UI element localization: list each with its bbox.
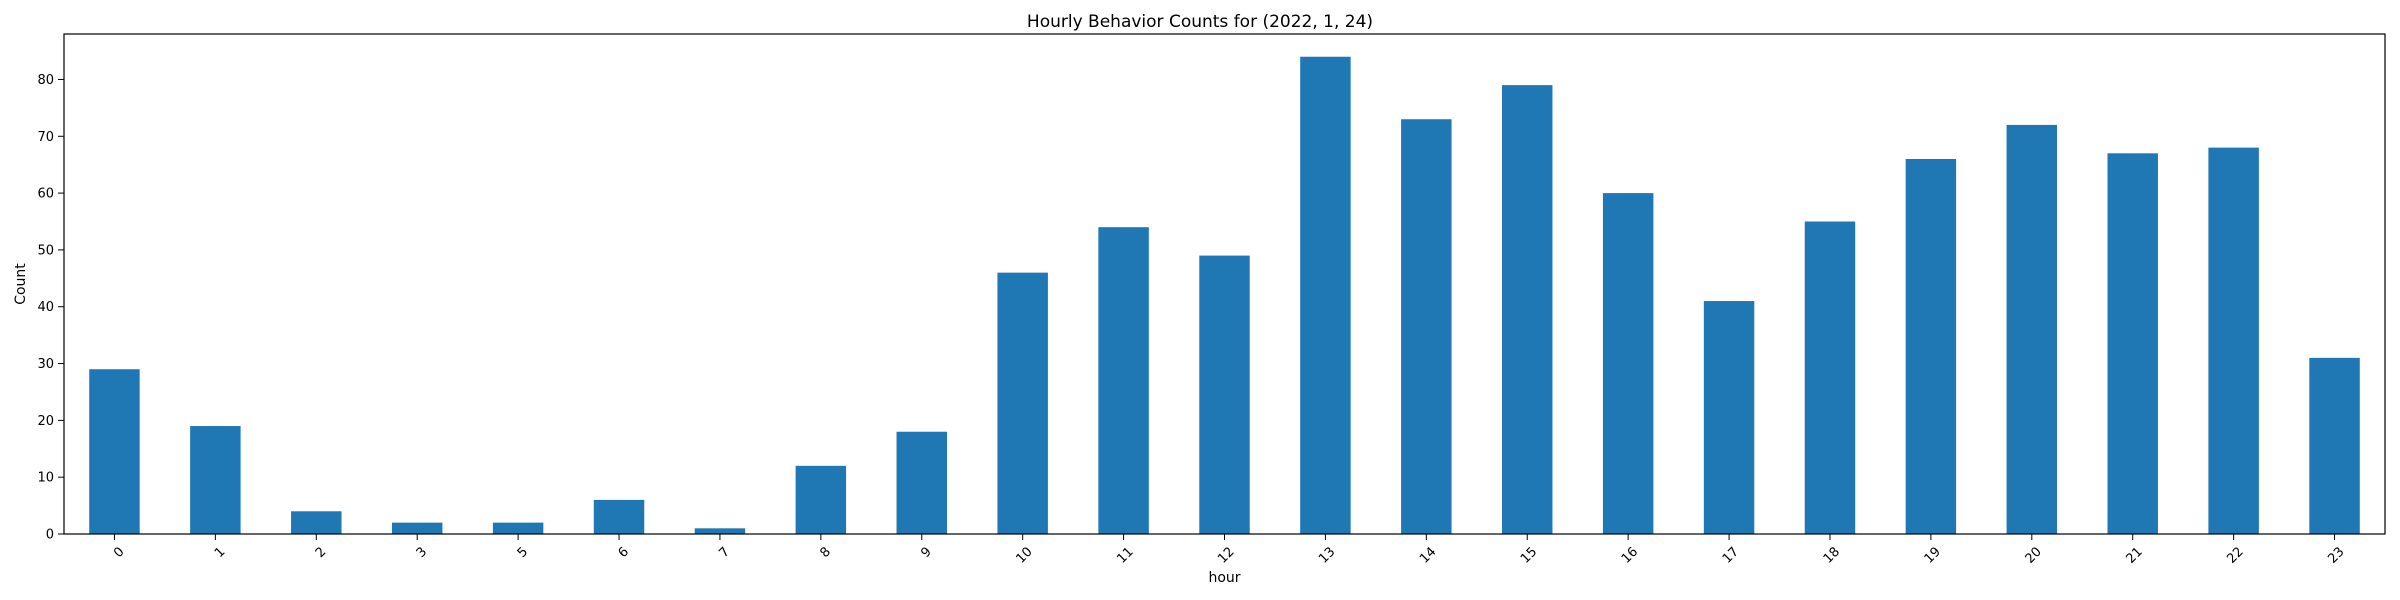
y-axis: 0 10 20 30 40 50 60 70 80 [37,73,64,543]
bar-3 [391,522,443,534]
x-tick-label-6: 6 [616,544,632,560]
bar-13 [1300,56,1351,535]
bar-11 [1098,227,1149,534]
bar-7 [694,528,746,534]
x-tick-label-3: 3 [414,544,430,560]
y-tick-label-40: 40 [37,300,54,315]
bar-8 [795,465,847,534]
bar-21 [2107,153,2158,534]
x-tick-label-17: 17 [1720,544,1742,566]
bar-12 [1199,255,1250,534]
x-tick-label-11: 11 [1114,544,1136,566]
x-tick-label-0: 0 [111,544,127,560]
x-tick-label-14: 14 [1417,544,1439,566]
bar-17 [1703,301,1755,534]
y-tick-label-10: 10 [37,471,54,486]
y-tick-label-30: 30 [37,357,54,372]
bar-0 [89,369,140,534]
x-tick-label-12: 12 [1215,544,1237,566]
x-tick-label-16: 16 [1619,544,1641,566]
bar-23 [2309,357,2360,534]
bar-19 [1905,159,1957,534]
bar-1 [190,426,241,534]
x-axis: 0 1 2 3 5 6 7 8 9 10 11 12 13 14 15 16 17 18 19 20 21 22 23 [111,534,2348,567]
y-axis-label: Count [13,263,29,305]
x-tick-label-10: 10 [1013,544,1035,566]
x-tick-label-7: 7 [717,544,733,560]
x-tick-label-15: 15 [1518,544,1540,566]
bar-5 [492,522,544,534]
y-tick-label-80: 80 [37,73,54,88]
x-tick-label-13: 13 [1316,544,1338,566]
bars-layer [89,56,2360,535]
x-tick-label-9: 9 [918,544,934,560]
bar-16 [1602,193,1654,534]
y-tick-label-0: 0 [46,528,54,543]
x-tick-label-18: 18 [1821,544,1843,566]
x-tick-label-23: 23 [2325,544,2347,566]
bar-10 [997,272,1048,534]
y-tick-label-70: 70 [37,130,54,145]
x-axis-label: hour [1208,570,1240,586]
bar-14 [1401,119,1452,535]
x-tick-label-20: 20 [2023,544,2045,566]
bar-20 [2006,124,2058,534]
bar-15 [1502,85,1553,535]
x-tick-label-22: 22 [2224,544,2246,566]
bar-9 [896,431,947,534]
x-tick-label-19: 19 [1922,544,1944,566]
bar-22 [2208,147,2259,535]
bar-18 [1804,221,1856,534]
y-tick-label-20: 20 [37,414,54,429]
chart-title: Hourly Behavior Counts for (2022, 1, 24) [1027,12,1373,32]
y-tick-label-60: 60 [37,187,54,202]
plot-frame [63,33,2386,535]
bar-6 [593,499,645,534]
bar-2 [291,511,342,534]
x-tick-label-2: 2 [313,544,329,560]
x-tick-label-8: 8 [817,544,833,560]
x-tick-label-5: 5 [515,544,531,560]
y-tick-label-50: 50 [37,243,54,258]
x-tick-label-1: 1 [212,544,228,560]
x-tick-label-21: 21 [2123,544,2145,566]
